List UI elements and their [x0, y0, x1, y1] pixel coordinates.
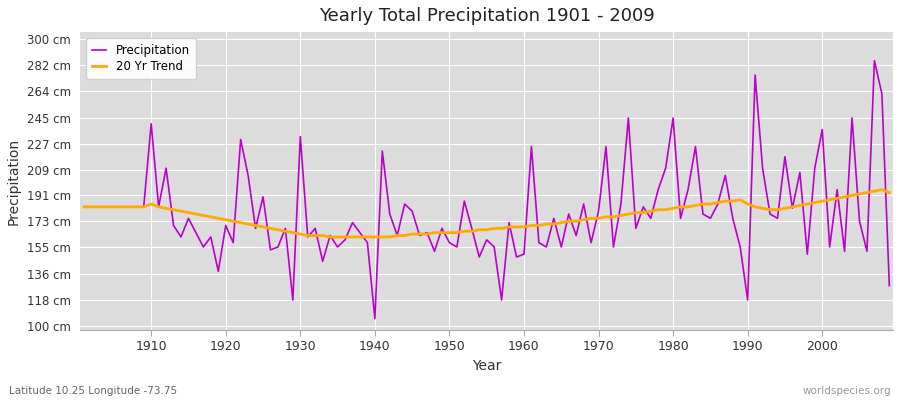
20 Yr Trend: [616, 213, 626, 218]
20 Yr Trend: [78, 204, 89, 209]
Text: Latitude 10.25 Longitude -73.75: Latitude 10.25 Longitude -73.75: [9, 386, 177, 396]
Precipitation: [526, 144, 536, 149]
20 Yr Trend: [526, 223, 536, 228]
Precipitation: [869, 58, 880, 63]
Precipitation: [616, 202, 626, 206]
Precipitation: [370, 316, 381, 321]
20 Yr Trend: [355, 234, 365, 239]
Precipitation: [347, 220, 358, 225]
Title: Yearly Total Precipitation 1901 - 2009: Yearly Total Precipitation 1901 - 2009: [319, 7, 654, 25]
20 Yr Trend: [139, 204, 149, 209]
Precipitation: [78, 204, 89, 209]
X-axis label: Year: Year: [472, 359, 501, 373]
Line: 20 Yr Trend: 20 Yr Trend: [84, 190, 889, 237]
20 Yr Trend: [884, 190, 895, 195]
Precipitation: [139, 204, 149, 209]
20 Yr Trend: [302, 233, 313, 238]
Legend: Precipitation, 20 Yr Trend: Precipitation, 20 Yr Trend: [86, 38, 196, 79]
Precipitation: [884, 283, 895, 288]
Precipitation: [518, 252, 529, 256]
20 Yr Trend: [518, 224, 529, 229]
Text: worldspecies.org: worldspecies.org: [803, 386, 891, 396]
20 Yr Trend: [877, 187, 887, 192]
20 Yr Trend: [325, 234, 336, 239]
Precipitation: [302, 234, 313, 239]
Line: Precipitation: Precipitation: [84, 61, 889, 319]
Y-axis label: Precipitation: Precipitation: [7, 138, 21, 225]
